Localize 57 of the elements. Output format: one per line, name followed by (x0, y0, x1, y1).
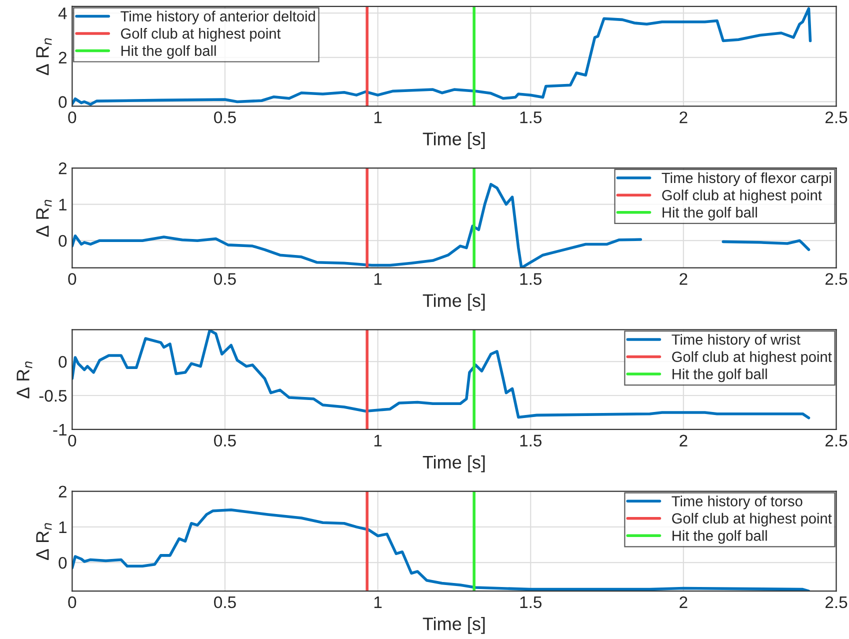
x-tick-label: 1 (374, 112, 382, 124)
y-tick-label: 1 (59, 522, 66, 533)
line-series (72, 7, 812, 106)
x-axis-title: Time [s] (422, 132, 485, 149)
y-tick-label: -1 (53, 424, 66, 436)
x-tick-label: 1 (374, 434, 382, 446)
x-tick-label: 2.5 (826, 596, 848, 608)
x-tick-label: 0 (68, 273, 76, 285)
legend-label: Time history of torso (672, 496, 802, 510)
x-tick-label: 1.5 (520, 596, 542, 608)
x-tick-label: 1.5 (520, 112, 542, 124)
x-tick-label: 1 (374, 273, 382, 285)
x-tick-label: 1.5 (520, 273, 542, 285)
x-tick-label: 2.5 (826, 273, 848, 285)
y-tick-label: 2 (58, 52, 66, 64)
x-tick-label: 2 (680, 273, 688, 285)
y-tick-label: 0 (58, 556, 67, 569)
y-axis-title: Δ R$_{n}$ (16, 362, 32, 398)
y-axis-title: Δ R$_{n}$ (36, 200, 52, 237)
legend-label: Hit the golf ball (672, 368, 767, 382)
legend-label: Golf club at highest point (672, 512, 832, 527)
x-tick-label: 0 (68, 434, 76, 447)
y-axis-title: Δ R$_{n}$ (36, 523, 52, 560)
y-tick-label: -0.5 (39, 390, 67, 402)
x-tick-label: 1.5 (520, 434, 542, 447)
legend-label: Golf club at highest point (662, 190, 822, 204)
x-tick-label: 2.5 (826, 434, 848, 447)
legend-label: Hit the golf ball (672, 530, 767, 544)
x-tick-label: 1 (374, 596, 382, 608)
y-tick-label: 0 (58, 356, 67, 368)
x-axis-title: Time [s] (422, 294, 485, 311)
x-tick-label: 2 (680, 111, 688, 124)
legend-label: Golf club at highest point (672, 351, 832, 365)
x-tick-label: 0.5 (214, 273, 236, 285)
x-tick-label: 0 (68, 596, 76, 608)
y-tick-label: 2 (58, 162, 66, 174)
y-tick-label: 2 (58, 486, 66, 498)
legend-label: Hit the golf ball (662, 206, 757, 220)
x-axis-title: Time [s] (422, 617, 485, 634)
y-tick-label: 0 (58, 234, 67, 247)
x-tick-label: 2 (680, 596, 688, 608)
x-tick-label: 0.5 (214, 111, 236, 124)
legend-label: Time history of flexor carpi (662, 172, 831, 186)
y-tick-label: 0 (58, 96, 67, 108)
y-axis-title: Δ R$_{n}$ (36, 38, 52, 76)
x-tick-label: 2.5 (826, 111, 848, 124)
y-tick-label: 1 (59, 198, 66, 210)
x-tick-label: 0.5 (214, 434, 236, 447)
legend-label: Hit the golf ball (121, 45, 216, 59)
y-tick-label: 4 (58, 8, 67, 20)
x-tick-label: 0.5 (214, 596, 236, 608)
legend-label: Time history of anterior deltoid (120, 10, 315, 24)
legend-label: Time history of wrist (672, 334, 800, 348)
legend-label: Golf club at highest point (121, 28, 281, 42)
x-tick-label: 0 (68, 111, 76, 124)
x-axis-title: Time [s] (422, 455, 485, 472)
x-tick-label: 2 (680, 434, 688, 446)
